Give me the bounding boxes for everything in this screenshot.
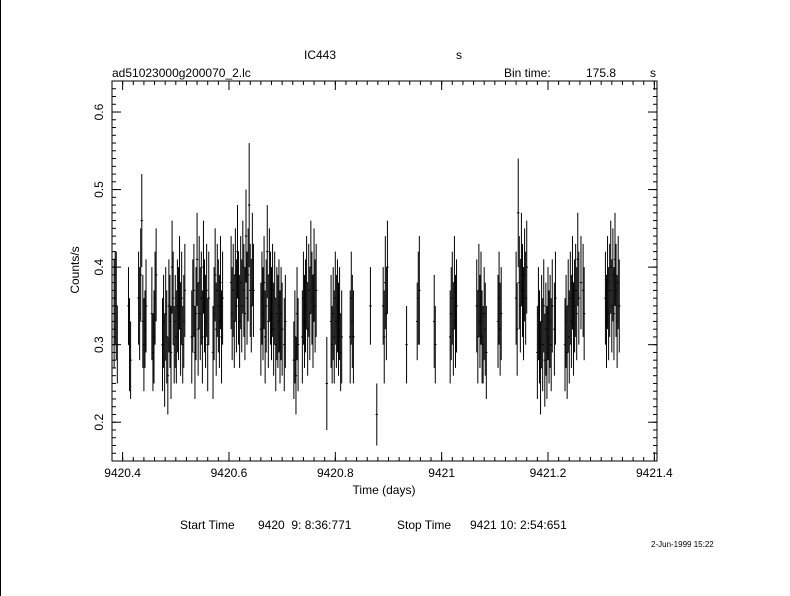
y-tick-label: 0.2: [92, 414, 106, 431]
y-tick-label: 0.3: [92, 336, 106, 353]
file-name: ad51023000g200070_2.lc: [112, 66, 251, 80]
data-point: [180, 251, 183, 345]
data-point: [352, 290, 355, 384]
data-point: [577, 251, 581, 345]
data-point: [294, 336, 298, 415]
object-title-suffix: s: [456, 48, 462, 62]
data-point: [139, 228, 142, 322]
data-point: [500, 267, 503, 361]
data-point: [515, 282, 519, 376]
data-point: [517, 158, 520, 268]
bin-time-unit: s: [650, 66, 656, 80]
data-point: [154, 228, 158, 322]
data-point: [252, 243, 255, 337]
data-point: [386, 220, 389, 314]
data-point: [207, 251, 210, 345]
data-point: [264, 259, 268, 353]
data-point: [551, 259, 554, 353]
data-point: [314, 243, 318, 337]
data-point: [169, 305, 173, 399]
x-axis-ticks: 9420.4 9420.6 9420.8 9421 9421.2 9421.4: [104, 81, 673, 480]
y-tick-label: 0.5: [92, 181, 106, 198]
data-point: [405, 305, 408, 384]
data-point: [205, 243, 208, 337]
data-point: [144, 259, 148, 353]
data-point: [243, 267, 247, 361]
y-tick-label: 0.4: [92, 258, 106, 275]
y-axis-ticks: 0.2 0.3 0.4 0.5 0.6: [92, 88, 657, 454]
x-tick-label: 9421: [428, 466, 455, 480]
data-point: [201, 290, 204, 384]
x-tick-label: 9420.6: [211, 466, 248, 480]
stop-time-label: Stop Time: [397, 518, 452, 532]
stop-time-value: 9421 10: 2:54:651: [470, 518, 567, 532]
data-point: [369, 267, 372, 345]
data-point: [582, 267, 586, 361]
data-point: [171, 251, 175, 345]
data-point: [612, 267, 616, 361]
data-point: [213, 228, 217, 322]
data-point: [183, 243, 187, 337]
data-point: [219, 236, 222, 330]
x-axis-label: Time (days): [353, 483, 416, 497]
y-tick-label: 0.6: [92, 103, 106, 120]
x-tick-label: 9420.4: [104, 466, 141, 480]
window-left-edge: [0, 0, 1, 596]
bin-time-label: Bin time:: [504, 66, 551, 80]
start-time-value: 9420 9: 8:36:771: [258, 518, 352, 532]
data-point: [194, 267, 198, 361]
data-point: [554, 251, 557, 345]
x-tick-label: 9421.4: [636, 466, 673, 480]
x-tick-label: 9421.2: [530, 466, 567, 480]
data-point: [340, 290, 343, 384]
start-time-label: Start Time: [180, 518, 235, 532]
data-point: [296, 298, 300, 392]
data-point: [235, 259, 238, 353]
data-point: [262, 236, 266, 330]
data-point: [280, 282, 284, 376]
bin-time-value: 175.8: [586, 66, 617, 80]
data-point: [383, 290, 386, 384]
data-point: [192, 243, 196, 337]
data-point: [244, 189, 248, 283]
data-point: [375, 383, 378, 446]
data-point: [166, 336, 170, 415]
data-point: [485, 305, 488, 399]
data-points: [112, 143, 621, 446]
date-stamp: 2-Jun-1999 15:22: [651, 540, 714, 549]
x-tick-label: 9420.8: [317, 466, 354, 480]
data-point: [418, 236, 421, 345]
data-point: [579, 236, 583, 330]
data-point: [195, 212, 199, 306]
data-point: [455, 259, 458, 353]
object-title: IC443: [304, 48, 337, 62]
data-point: [129, 321, 132, 399]
data-point: [434, 305, 437, 384]
plot-frame: [111, 80, 658, 462]
data-point: [266, 205, 269, 299]
data-point: [246, 228, 250, 322]
data-point: [221, 251, 224, 345]
y-axis-label: Counts/s: [68, 246, 82, 293]
data-point: [325, 336, 329, 430]
data-point: [284, 274, 287, 368]
data-point: [618, 259, 621, 353]
data-point: [247, 143, 251, 268]
data-point: [575, 267, 578, 361]
data-point: [140, 174, 143, 268]
data-point: [525, 220, 528, 314]
data-point: [542, 259, 545, 353]
